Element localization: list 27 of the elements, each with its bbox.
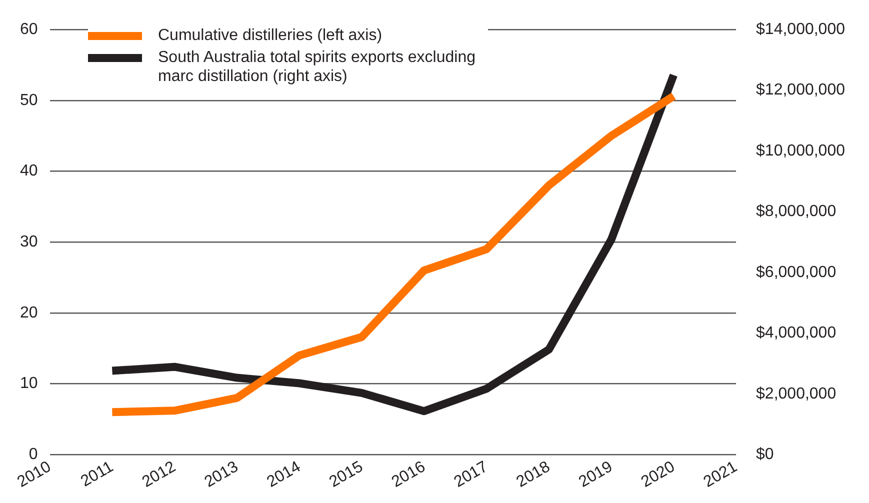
y2-tick-label: $6,000,000 <box>756 264 836 281</box>
x-tick-label: 2019 <box>576 458 616 491</box>
y2-tick-label: $8,000,000 <box>756 203 836 220</box>
y-tick-label: 60 <box>20 21 38 38</box>
y2-tick-label: $4,000,000 <box>756 324 836 342</box>
y-tick-label: 30 <box>20 233 38 250</box>
y-tick-label: 20 <box>20 304 38 322</box>
x-tick-label: 2011 <box>78 458 116 490</box>
y2-tick-label: $0 <box>756 446 774 463</box>
y2-tick-label: $12,000,000 <box>756 82 846 99</box>
x-tick-label: 2017 <box>451 458 491 491</box>
legend-label: South Australia total spirits exports excluding marc distillation (right axis) <box>158 48 476 86</box>
x-tick-label: 2013 <box>202 458 242 491</box>
legend-label: Cumulative distilleries (left axis) <box>158 26 382 45</box>
y2-tick-label: $14,000,000 <box>756 21 846 38</box>
x-tick-label: 2021 <box>700 458 740 491</box>
y2-tick-label: $2,000,000 <box>756 385 836 402</box>
x-tick-label: 2014 <box>264 458 304 491</box>
x-tick-label: 2018 <box>514 458 554 491</box>
x-tick-label: 2016 <box>388 458 428 491</box>
y-tick-label: 40 <box>20 162 38 180</box>
x-tick-label: 2020 <box>638 458 678 491</box>
x-tick-label: 2015 <box>326 458 366 491</box>
y2-tick-label: $10,000,000 <box>756 142 846 160</box>
y-tick-label: 10 <box>20 375 38 392</box>
x-tick-label: 2012 <box>139 458 179 491</box>
y-tick-label: 50 <box>20 92 38 109</box>
